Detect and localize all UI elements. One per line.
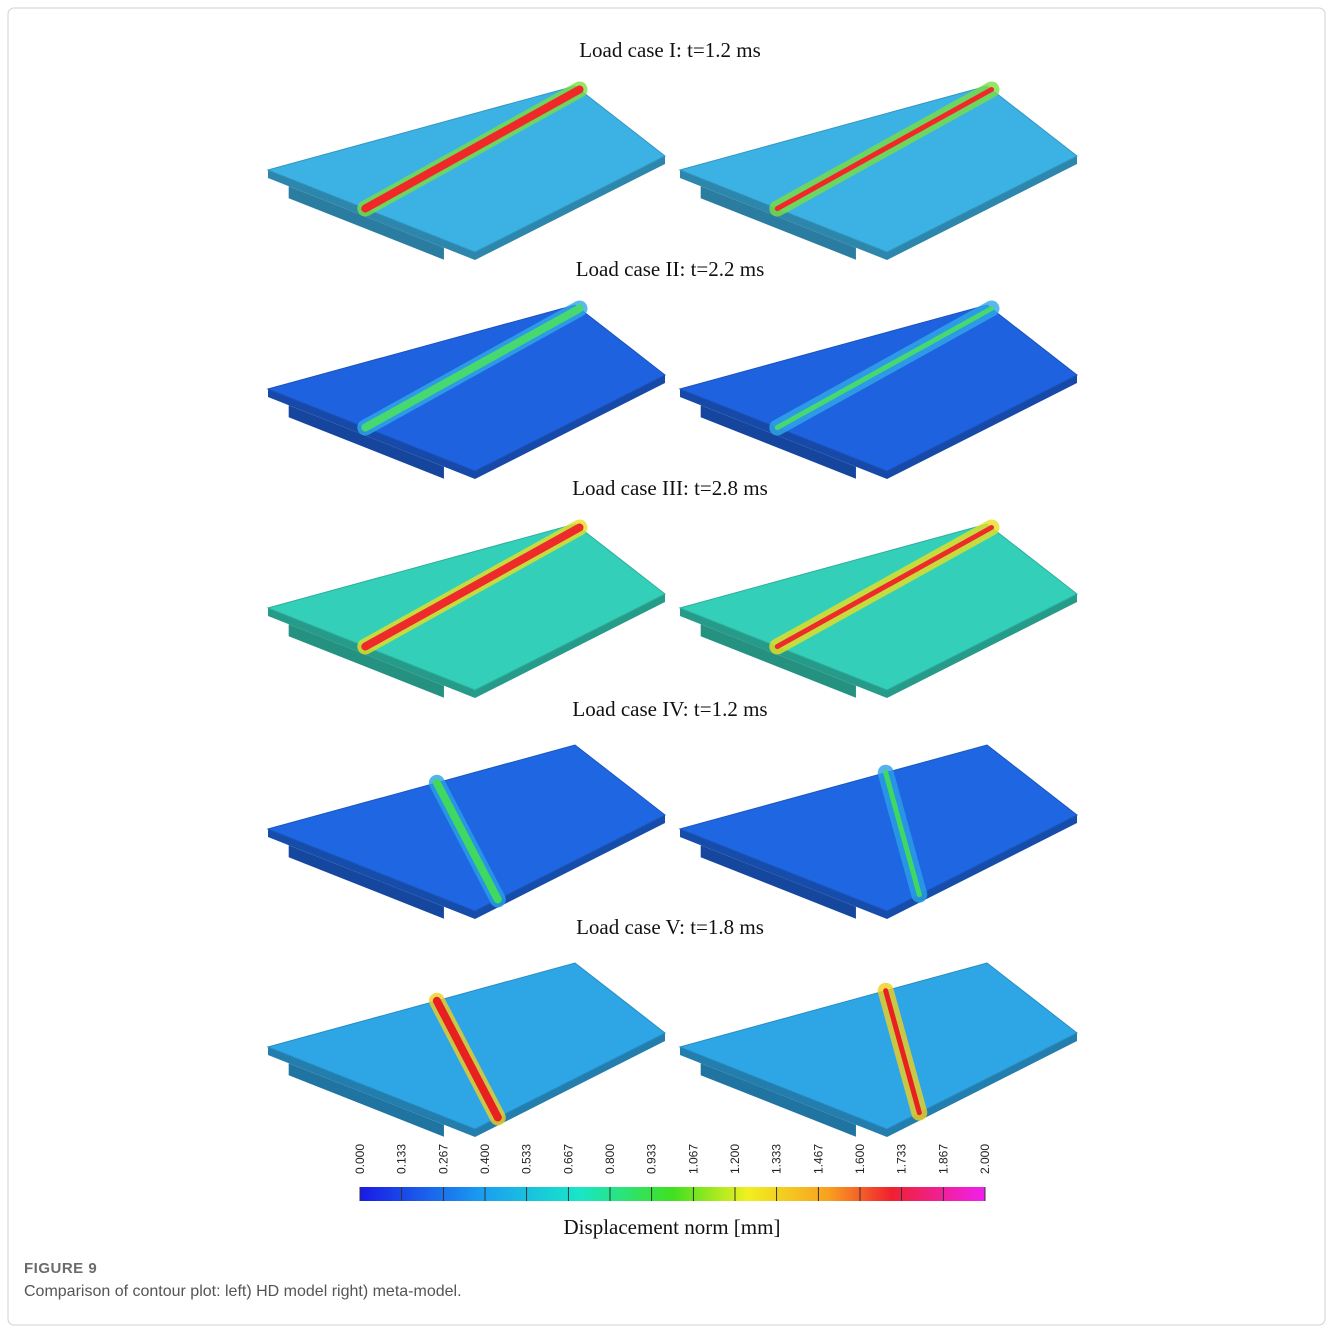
colorbar-tick-label: 0.800: [603, 1144, 617, 1174]
colorbar-tick-label: 1.467: [811, 1144, 825, 1174]
caption-label: FIGURE 9: [24, 1260, 97, 1277]
plate: [268, 524, 665, 690]
panel-title: Load case I: t=1.2 ms: [579, 38, 761, 62]
plate: [268, 86, 665, 252]
colorbar-tick-label: 0.667: [561, 1144, 575, 1174]
colorbar-tick-label: 2.000: [978, 1144, 992, 1174]
plate: [268, 305, 665, 471]
colorbar-tick-label: 1.200: [728, 1144, 742, 1174]
colorbar-tick-label: 1.333: [770, 1144, 784, 1174]
plate: [680, 524, 1077, 690]
figure: Displacement norm [mm] FIGURE 9 Comparis…: [0, 0, 1333, 1331]
panel-title: Load case II: t=2.2 ms: [576, 257, 765, 281]
plate: [680, 305, 1077, 471]
colorbar-tick-label: 0.267: [436, 1144, 450, 1174]
caption-text: Comparison of contour plot: left) HD mod…: [24, 1283, 462, 1300]
colorbar-tick-label: 1.733: [895, 1144, 909, 1174]
panel-title: Load case IV: t=1.2 ms: [572, 697, 767, 721]
colorbar-tick-label: 0.133: [395, 1144, 409, 1174]
colorbar-label: Displacement norm [mm]: [564, 1215, 781, 1239]
panel-title: Load case V: t=1.8 ms: [576, 915, 764, 939]
frame: [8, 8, 1325, 1325]
colorbar: [360, 1187, 985, 1201]
colorbar-tick-label: 0.933: [645, 1144, 659, 1174]
panel-title: Load case III: t=2.8 ms: [572, 476, 768, 500]
contour-plots: [268, 86, 1077, 1137]
colorbar-tick-label: 0.000: [353, 1144, 367, 1174]
colorbar-tick-label: 0.533: [520, 1144, 534, 1174]
plate: [680, 86, 1077, 252]
colorbar-tick-label: 1.867: [936, 1144, 950, 1174]
colorbar-tick-label: 0.400: [478, 1144, 492, 1174]
colorbar-tick-label: 1.600: [853, 1144, 867, 1174]
colorbar-tick-label: 1.067: [686, 1144, 700, 1174]
page: {"figure": { "panels": [ {"title": "Load…: [0, 0, 1333, 1331]
